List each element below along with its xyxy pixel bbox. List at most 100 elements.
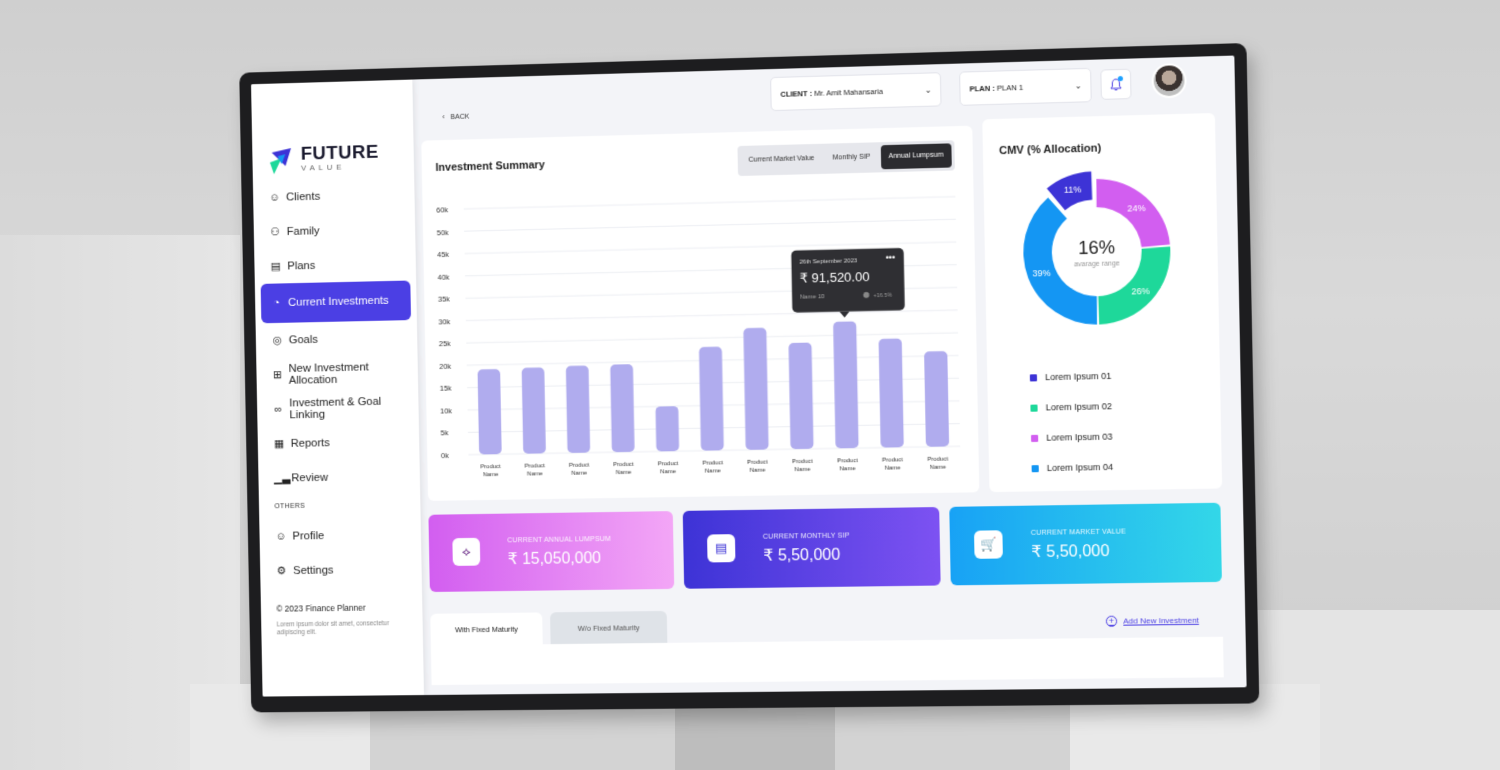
bar[interactable] (522, 367, 546, 453)
gear-icon: ⚙ (276, 564, 288, 577)
y-tick-label: 30k (438, 317, 450, 326)
brand-logo[interactable]: FUTURE VALUE (268, 142, 379, 175)
sidebar-item-current-investments[interactable]: ◔ Current Investments (261, 281, 411, 324)
slice-label: 11% (1064, 184, 1082, 195)
stat-card-monthly-sip[interactable]: ▤ CURRENT MONTHLY SIP ₹ 5,50,000 (683, 507, 941, 589)
tooltip-name: Name 10 (800, 294, 825, 301)
bar[interactable] (879, 338, 904, 447)
card-icon: ▤ (707, 534, 735, 562)
sidebar-item-profile[interactable]: ☺ Profile (265, 517, 415, 554)
more-icon: ••• (886, 252, 896, 262)
bar[interactable] (743, 328, 768, 450)
tab-without-fixed-maturity[interactable]: W/o Fixed Maturity (550, 611, 667, 644)
x-tick-label: Product (702, 460, 723, 466)
y-tick-label: 0k (441, 451, 449, 460)
legend-swatch (1031, 434, 1038, 441)
y-tick-label: 35k (438, 295, 450, 304)
stat-label: CURRENT ANNUAL LUMPSUM (507, 536, 611, 544)
review-icon: ▁▃ (274, 472, 286, 485)
gridline (464, 197, 956, 209)
plan-select[interactable]: PLAN : PLAN 1 ⌄ (959, 68, 1092, 106)
bar[interactable] (478, 369, 502, 454)
legend-item: Lorem Ipsum 02 (1030, 391, 1112, 423)
x-tick-label: Product (613, 462, 634, 468)
legend-item: Lorem Ipsum 01 (1030, 361, 1112, 393)
plus-circle-icon: + (1106, 616, 1117, 627)
legend-swatch (1030, 404, 1037, 411)
legend-item: Lorem Ipsum 03 (1031, 421, 1113, 453)
sidebar-item-settings[interactable]: ⚙ Settings (266, 552, 416, 589)
sidebar-item-reports[interactable]: ▦ Reports (263, 424, 413, 461)
bar[interactable] (699, 347, 724, 451)
target-icon: ◎ (271, 334, 283, 347)
client-select[interactable]: CLIENT : Mr. Amit Mahansaria ⌄ (770, 72, 941, 111)
add-new-investment-link[interactable]: + Add New Investment (1106, 615, 1199, 627)
user-icon: ☺ (275, 530, 287, 542)
back-button[interactable]: ‹ BACK (442, 114, 469, 122)
bar[interactable] (789, 343, 814, 450)
footer-copyright: © 2023 Finance Planner (276, 603, 365, 614)
bar[interactable] (655, 406, 679, 451)
slice-label: 24% (1127, 203, 1146, 214)
gridline (464, 219, 956, 231)
family-icon: ⚇ (269, 225, 281, 238)
allocation-icon: ⊞ (272, 368, 283, 381)
gridline (466, 310, 958, 321)
legend-item: Lorem Ipsum 04 (1031, 452, 1113, 484)
investment-summary-card: Investment Summary Current Market Value … (421, 126, 979, 501)
notification-dot (1118, 76, 1123, 81)
chevron-left-icon: ‹ (442, 114, 444, 121)
brand-name: FUTURE (301, 143, 379, 163)
investment-bar-chart: 0k5k10k15k20k25k30k35k40k45k50k60kProduc… (421, 126, 979, 501)
x-tick-label: Name (885, 465, 902, 471)
stat-card-annual-lumpsum[interactable]: ⟡ CURRENT ANNUAL LUMPSUM ₹ 15,050,000 (428, 511, 674, 592)
sidebar-item-investment-goal-linking[interactable]: ∞ Investment & Goal Linking (263, 389, 413, 426)
stat-label: CURRENT MARKET VALUE (1031, 528, 1126, 536)
y-tick-label: 25k (439, 339, 451, 348)
bar[interactable] (833, 321, 859, 448)
bar[interactable] (566, 366, 590, 453)
sidebar-item-new-investment-allocation[interactable]: ⊞ New Investment Allocation (262, 355, 412, 393)
chevron-down-icon: ⌄ (925, 85, 932, 94)
sidebar-item-label: Family (287, 225, 320, 238)
stat-label: CURRENT MONTHLY SIP (763, 532, 850, 540)
slice-label: 26% (1131, 286, 1150, 297)
y-tick-label: 5k (440, 429, 448, 438)
sidebar-item-label: Investment & Goal Linking (289, 395, 413, 421)
ticket-icon: ⟡ (452, 538, 480, 566)
sidebar-item-family[interactable]: ⚇ Family (259, 211, 409, 249)
x-tick-label: Name (750, 468, 767, 474)
avatar[interactable] (1151, 63, 1187, 98)
sidebar-item-label: Reports (291, 437, 330, 450)
x-tick-label: Name (483, 472, 499, 478)
monitor: FUTURE VALUE ☺ Clients ⚇ Family ▤ Plans (239, 43, 1259, 712)
x-tick-label: Product (480, 464, 501, 470)
bar[interactable] (924, 351, 949, 447)
x-tick-label: Product (658, 461, 679, 467)
y-tick-label: 60k (436, 205, 448, 214)
tab-with-fixed-maturity[interactable]: With Fixed Maturity (430, 612, 542, 645)
x-tick-label: Name (571, 471, 588, 477)
sidebar-item-label: Profile (292, 530, 324, 542)
sidebar-item-label: Goals (289, 333, 318, 345)
sidebar-item-review[interactable]: ▁▃ Review (264, 459, 414, 496)
stat-card-market-value[interactable]: 🛒 CURRENT MARKET VALUE ₹ 5,50,000 (949, 503, 1222, 586)
sidebar-item-label: Clients (286, 190, 320, 203)
x-tick-label: Product (569, 463, 590, 469)
sidebar-nav: ☺ Clients ⚇ Family ▤ Plans ◔ Current Inv… (259, 177, 416, 589)
x-tick-label: Name (660, 469, 677, 475)
y-tick-label: 15k (440, 384, 452, 393)
sidebar-item-goals[interactable]: ◎ Goals (261, 320, 411, 358)
app-screen: FUTURE VALUE ☺ Clients ⚇ Family ▤ Plans (251, 56, 1247, 697)
notification-button[interactable] (1100, 69, 1131, 100)
sidebar-item-clients[interactable]: ☺ Clients (259, 177, 409, 215)
y-tick-label: 20k (439, 362, 451, 371)
donut-center-value: 16% (1078, 237, 1115, 258)
tooltip-value: ₹ 91,520.00 (800, 269, 870, 286)
x-tick-label: Name (527, 471, 544, 477)
bar[interactable] (610, 364, 634, 452)
sidebar-item-plans[interactable]: ▤ Plans (260, 246, 410, 284)
legend-label: Lorem Ipsum 04 (1047, 462, 1113, 473)
add-new-investment-label: Add New Investment (1123, 616, 1199, 626)
legend-label: Lorem Ipsum 03 (1046, 432, 1112, 443)
